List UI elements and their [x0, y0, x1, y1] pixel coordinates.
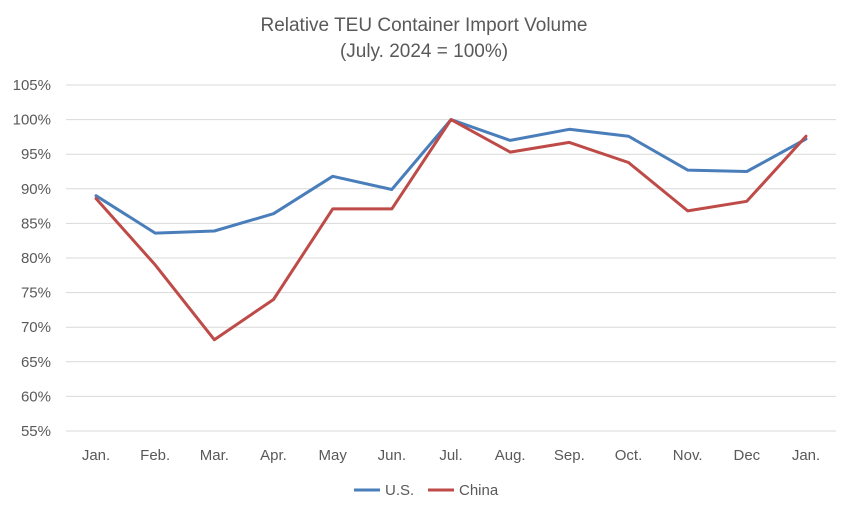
y-tick-label: 80%: [21, 250, 51, 267]
x-tick-label: Apr.: [260, 447, 287, 464]
y-tick-label: 75%: [21, 285, 51, 302]
y-tick-label: 65%: [21, 354, 51, 371]
x-tick-label: Nov.: [673, 447, 703, 464]
y-tick-label: 90%: [21, 181, 51, 198]
x-tick-label: Jan.: [792, 447, 820, 464]
y-tick-label: 105%: [13, 77, 51, 94]
y-tick-label: 55%: [21, 423, 51, 440]
legend-label: U.S.: [385, 482, 414, 499]
x-tick-label: May: [318, 447, 347, 464]
legend: U.S. China: [354, 482, 499, 499]
chart-subtitle: (July. 2024 = 100%): [340, 41, 508, 62]
series-lines: [94, 118, 808, 342]
series-line-us: [94, 118, 808, 235]
y-tick-label: 85%: [21, 215, 51, 232]
x-tick-label: Mar.: [200, 447, 229, 464]
y-tick-label: 95%: [21, 146, 51, 163]
legend-label: China: [459, 482, 499, 499]
x-tick-label: Jul.: [439, 447, 462, 464]
y-axis-ticks: 105% 100% 95% 90% 85% 80% 75% 70% 65% 60% 55%: [13, 77, 51, 440]
series-line-china: [94, 118, 808, 342]
y-tick-label: 70%: [21, 319, 51, 336]
x-tick-label: Aug.: [495, 447, 526, 464]
x-tick-label: Jun.: [378, 447, 406, 464]
y-tick-label: 60%: [21, 388, 51, 405]
x-tick-label: Oct.: [615, 447, 643, 464]
gridlines: [66, 84, 836, 432]
chart-title: Relative TEU Container Import Volume: [260, 15, 587, 36]
y-tick-label: 100%: [13, 112, 51, 129]
x-tick-label: Jan.: [82, 447, 110, 464]
x-tick-label: Feb.: [140, 447, 170, 464]
x-axis-ticks: Jan. Feb. Mar. Apr. May Jun. Jul. Aug. Sep. Oct. N…: [82, 447, 820, 464]
x-tick-label: Dec: [733, 447, 760, 464]
x-tick-label: Sep.: [554, 447, 585, 464]
